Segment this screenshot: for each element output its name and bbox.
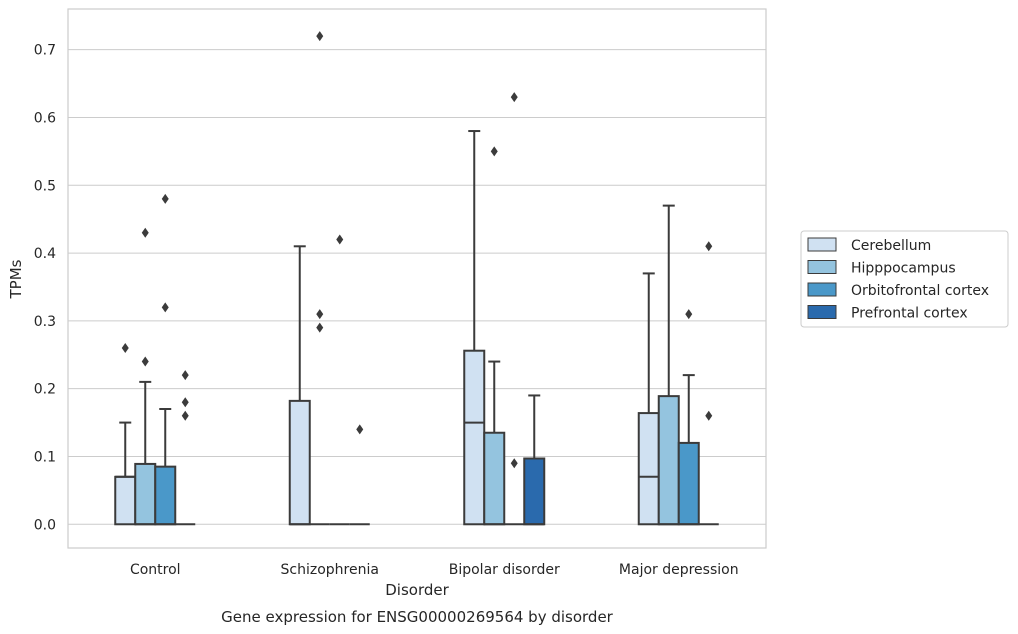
box-group xyxy=(114,342,137,526)
outlier-point xyxy=(141,227,149,238)
y-tick-label: 0.2 xyxy=(34,382,56,398)
y-tick-label: 0.0 xyxy=(34,517,56,533)
legend-label: Prefrontal cortex xyxy=(851,306,968,322)
outlier-point xyxy=(685,309,693,320)
outlier-point xyxy=(705,410,713,421)
box-group xyxy=(175,370,196,526)
legend-swatch xyxy=(807,282,837,297)
outlier-point xyxy=(181,370,189,381)
box-group xyxy=(288,245,311,526)
box xyxy=(657,395,680,526)
legend-label: Hipppocampus xyxy=(851,261,956,277)
outlier-point xyxy=(510,92,518,103)
box-group xyxy=(677,309,700,526)
box-group xyxy=(698,241,719,526)
x-axis-ticks: Control Schizophrenia Bipolar disorder Majo… xyxy=(130,562,739,578)
box-group xyxy=(637,272,660,526)
box xyxy=(463,349,486,526)
y-tick-label: 0.4 xyxy=(34,246,56,262)
plot-frame xyxy=(67,8,767,549)
legend-label: Cerebellum xyxy=(851,238,931,254)
outlier-point xyxy=(316,309,324,320)
box-group xyxy=(463,130,486,526)
y-axis-ticks: 0.0 0.1 0.2 0.3 0.4 0.5 0.6 0.7 xyxy=(34,43,56,534)
box xyxy=(154,465,177,526)
x-tick-label: Control xyxy=(130,562,181,578)
box xyxy=(288,399,311,526)
box-group xyxy=(329,234,350,526)
box xyxy=(483,431,506,526)
outlier-point xyxy=(121,342,129,353)
outlier-point xyxy=(181,410,189,421)
box-group xyxy=(349,424,370,526)
outlier-point xyxy=(161,302,169,313)
x-axis-label: Disorder xyxy=(385,581,449,599)
outlier-point xyxy=(316,322,324,333)
outlier-point xyxy=(336,234,344,245)
legend-swatch xyxy=(807,305,837,319)
x-tick-label: Major depression xyxy=(619,562,739,578)
outlier-point xyxy=(161,193,169,204)
legend-label: Orbitofrontal cortex xyxy=(851,283,989,299)
y-tick-label: 0.7 xyxy=(34,43,56,59)
y-tick-label: 0.3 xyxy=(34,314,56,330)
box xyxy=(114,475,137,526)
outlier-point xyxy=(490,146,498,157)
box-group xyxy=(134,227,157,526)
box-plots xyxy=(114,31,719,526)
box-group xyxy=(523,394,546,526)
box-group xyxy=(504,92,525,526)
legend-swatch xyxy=(807,260,837,274)
outlier-point xyxy=(356,424,364,435)
y-tick-label: 0.5 xyxy=(34,178,56,194)
chart-caption: Gene expression for ENSG00000269564 by d… xyxy=(221,608,614,626)
x-tick-label: Bipolar disorder xyxy=(449,562,560,578)
outlier-point xyxy=(510,458,518,469)
outlier-point xyxy=(705,241,713,252)
legend-swatch xyxy=(807,237,837,252)
y-axis-label: TPMs xyxy=(7,259,25,299)
legend: Cerebellum Hipppocampus Orbitofrontal cort… xyxy=(800,230,1009,328)
outlier-point xyxy=(141,356,149,367)
box xyxy=(134,462,157,526)
box-group xyxy=(154,193,177,526)
box xyxy=(637,412,660,526)
y-tick-label: 0.6 xyxy=(34,110,56,126)
y-tick-label: 0.1 xyxy=(34,449,56,465)
outlier-point xyxy=(316,31,324,42)
box xyxy=(523,457,546,526)
box xyxy=(677,441,700,526)
box-group xyxy=(483,146,506,526)
legend-frame xyxy=(800,230,1009,328)
box-group xyxy=(309,31,330,526)
x-tick-label: Schizophrenia xyxy=(281,562,379,578)
gridlines xyxy=(68,49,766,525)
outlier-point xyxy=(181,397,189,408)
